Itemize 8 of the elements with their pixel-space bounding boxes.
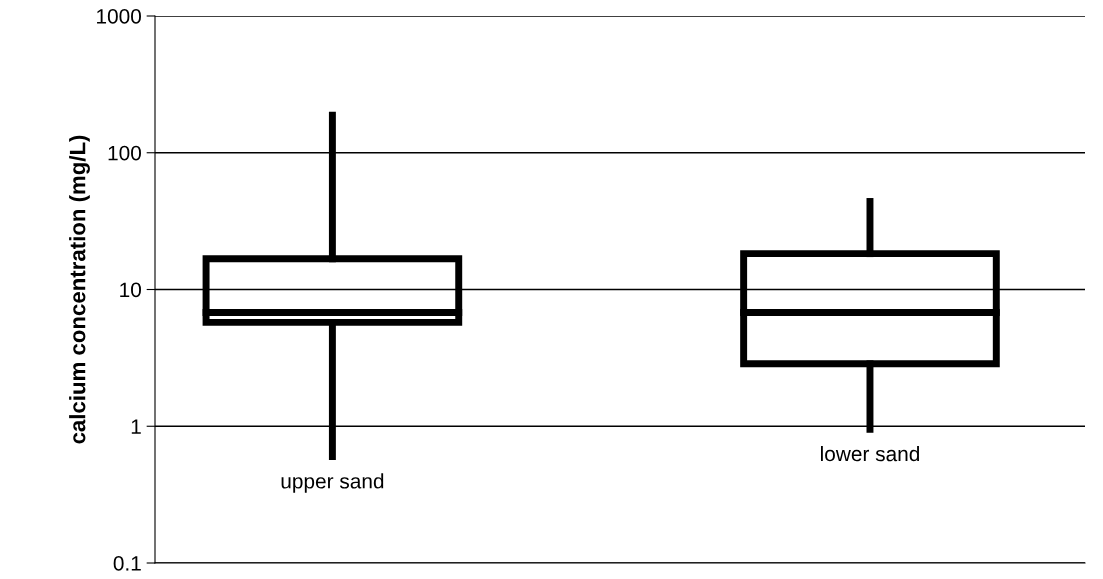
x-tick-label: upper sand: [281, 473, 384, 493]
y-tick-label: 10: [120, 282, 141, 298]
x-tick-label: lower sand: [821, 445, 920, 462]
y-tick-label: 1: [131, 419, 141, 434]
y-tick-label: 0.1: [113, 556, 141, 571]
y-tick-label: 1000: [97, 9, 141, 24]
y-tick-label: 100: [108, 145, 141, 161]
y-axis-title: calcium concentration (mg/L): [69, 135, 90, 444]
